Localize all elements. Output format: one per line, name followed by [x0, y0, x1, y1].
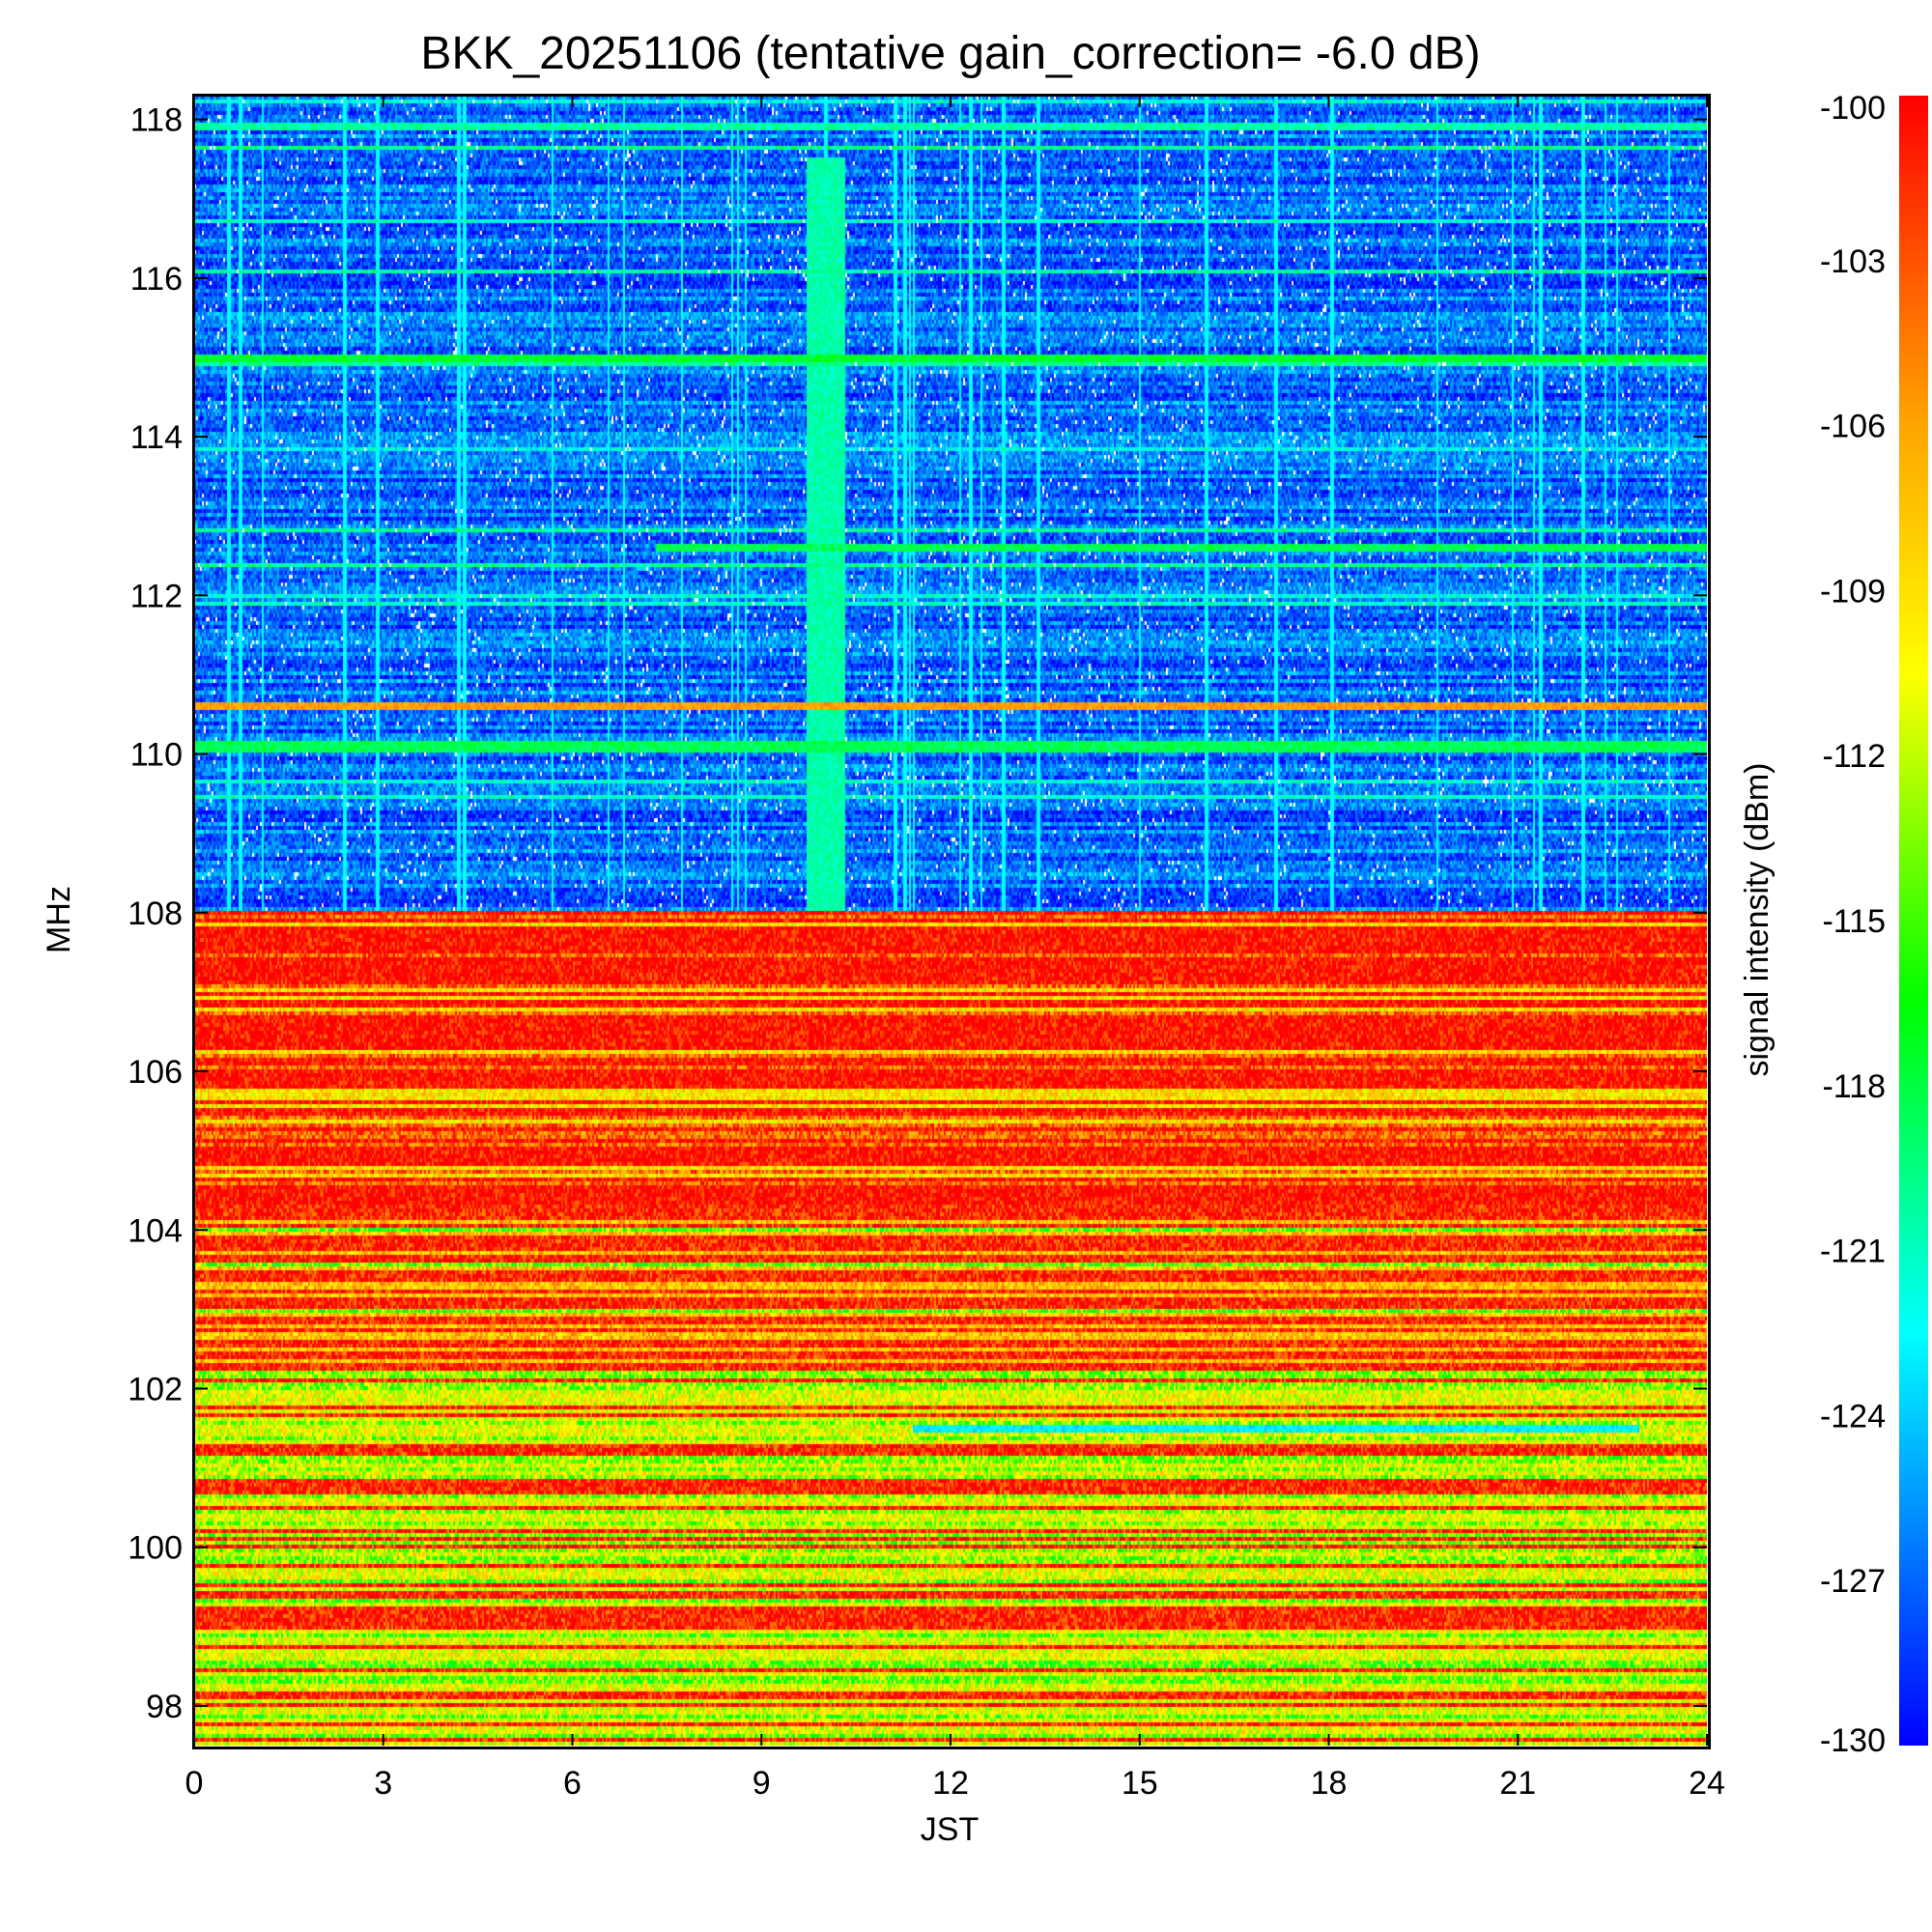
colorbar-tick-label: -103	[1820, 243, 1886, 280]
x-tick-label: 12	[932, 1765, 969, 1802]
y-tick-label: 98	[146, 1689, 183, 1725]
colorbar-label: signal intensity (dBm)	[1739, 762, 1776, 1076]
x-tick-label: 21	[1499, 1765, 1536, 1802]
colorbar-tick-label: -121	[1820, 1234, 1886, 1270]
x-tick-label: 15	[1122, 1765, 1158, 1802]
y-axis-label: MHz	[41, 886, 77, 953]
y-tick-label: 104	[128, 1212, 183, 1249]
y-tick-label: 100	[128, 1530, 183, 1567]
chart-title: BKK_20251106 (tentative gain_correction=…	[420, 28, 1481, 79]
colorbar-tick-label: -118	[1822, 1068, 1886, 1105]
colorbar-tick-label: -124	[1820, 1398, 1886, 1435]
colorbar-tick-label: -112	[1822, 738, 1886, 775]
colorbar-tick-label: -127	[1820, 1563, 1886, 1600]
x-axis-label: JST	[921, 1811, 979, 1848]
y-tick-label: 108	[128, 895, 183, 932]
y-axis-ticks: 98 100 102 104 106 108 110 112 114 116 118	[128, 102, 1707, 1725]
colorbar	[1899, 96, 1928, 1746]
colorbar-ticks: -100 -103 -106 -109 -112 -115 -118 -121 -124 -127…	[1820, 90, 1886, 1759]
spectrogram-heatmap	[194, 96, 1707, 1746]
y-tick-label: 112	[130, 578, 183, 614]
x-tick-label: 24	[1689, 1765, 1725, 1802]
y-tick-label: 102	[128, 1371, 183, 1407]
colorbar-tick-label: -106	[1820, 409, 1886, 445]
x-axis-ticks: 0 3 6 9 12 15 18 21 24	[185, 96, 1725, 1802]
colorbar-tick-label: -109	[1820, 573, 1886, 610]
x-tick-label: 6	[563, 1765, 582, 1802]
x-tick-label: 18	[1311, 1765, 1348, 1802]
x-tick-label: 9	[753, 1765, 771, 1802]
colorbar-tick-label: -115	[1822, 903, 1886, 940]
y-tick-label: 106	[128, 1054, 183, 1091]
colorbar-tick-label: -130	[1820, 1722, 1886, 1759]
y-tick-label: 114	[130, 419, 183, 456]
y-tick-label: 110	[130, 737, 183, 774]
y-tick-label: 118	[130, 102, 183, 139]
x-tick-label: 3	[374, 1765, 392, 1802]
y-tick-label: 116	[130, 261, 183, 298]
colorbar-tick-label: -100	[1820, 90, 1886, 127]
x-tick-label: 0	[185, 1765, 204, 1802]
